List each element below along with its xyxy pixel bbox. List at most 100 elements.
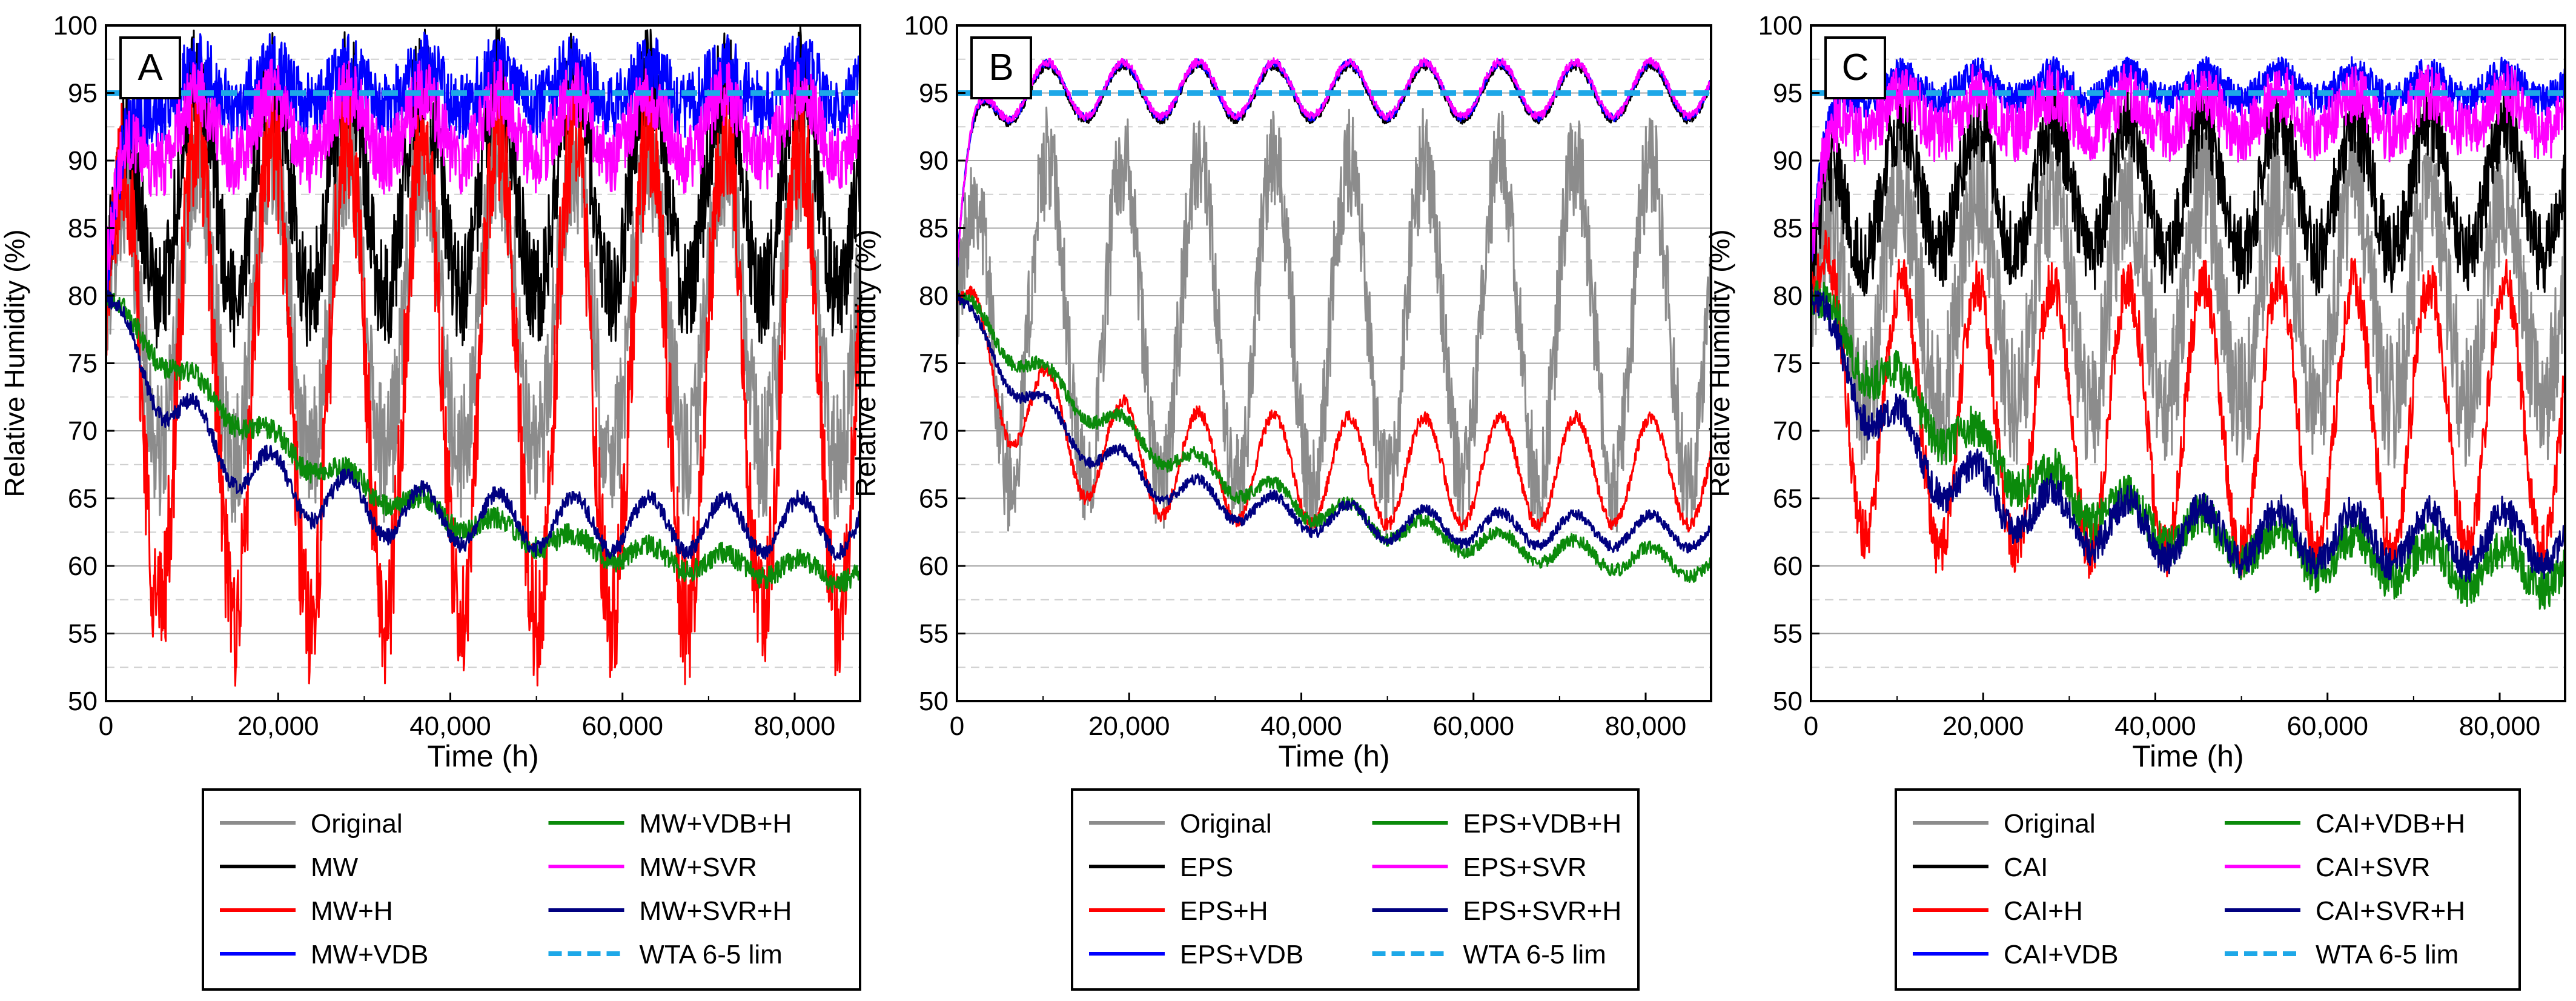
panel-label-text: A xyxy=(137,47,163,88)
x-tick-label: 20,000 xyxy=(237,711,319,741)
legend-label: CAI+SVR+H xyxy=(2316,896,2465,926)
series-line-h xyxy=(106,71,860,687)
series-line-h xyxy=(957,285,1711,533)
y-axis-label: Relative Humidity (%) xyxy=(1704,229,1735,497)
y-tick-label: 100 xyxy=(53,11,98,41)
series-group xyxy=(106,25,860,687)
legend-label: CAI+VDB xyxy=(2004,940,2119,969)
legend-label: MW xyxy=(311,853,359,882)
y-axis: 50 55 60 65 70 75 80 85 90 95 100 xyxy=(1758,11,1819,716)
panel-label-box xyxy=(119,36,181,99)
series-line-vdbh xyxy=(106,290,860,594)
x-axis-label: Time (h) xyxy=(1278,739,1389,773)
legend-label: CAI+SVR xyxy=(2316,853,2431,882)
y-tick-label: 90 xyxy=(919,146,949,176)
legend-label: WTA 6-5 lim xyxy=(2316,940,2458,969)
y-tick-label: 75 xyxy=(919,349,949,379)
y-tick-label: 90 xyxy=(1773,146,1803,176)
y-axis: 50 55 60 65 70 75 80 85 90 95 100 xyxy=(904,11,965,716)
x-tick-label: 20,000 xyxy=(1088,711,1170,741)
legend-label: Original xyxy=(2004,809,2096,839)
y-tick-label: 75 xyxy=(68,349,98,379)
y-axis-label: Relative Humidity (%) xyxy=(0,229,30,497)
y-tick-label: 85 xyxy=(919,214,949,244)
series-group xyxy=(1811,56,2565,610)
series-line-svr xyxy=(957,57,1711,272)
legend: Original CAI CAI+H CAI+VDB CAI+VDB+H CAI+SVR C… xyxy=(1895,788,2521,991)
legend: Original MW MW+H MW+VDB MW+VDB+H MW+SVR MW+SVR… xyxy=(202,788,861,991)
legend-box xyxy=(1895,788,2521,991)
legend-box xyxy=(202,788,861,991)
x-axis: 0 20,000 40,000 60,000 80,000 xyxy=(1804,693,2540,741)
y-tick-label: 95 xyxy=(919,79,949,108)
y-tick-label: 80 xyxy=(68,281,98,311)
panel-label: C xyxy=(1824,36,1886,99)
x-tick-label: 0 xyxy=(950,711,964,741)
y-tick-label: 50 xyxy=(919,687,949,716)
y-tick-label: 85 xyxy=(1773,214,1803,244)
y-tick-label: 80 xyxy=(919,281,949,311)
y-tick-label: 95 xyxy=(1773,79,1803,108)
legend-label: MW+H xyxy=(311,896,393,926)
legend-label: CAI+VDB+H xyxy=(2316,809,2465,839)
y-tick-label: 60 xyxy=(68,551,98,581)
x-axis: 0 20,000 40,000 60,000 80,000 xyxy=(950,693,1687,741)
series-group xyxy=(957,57,1711,583)
x-tick-label: 40,000 xyxy=(409,711,491,741)
panel-label: B xyxy=(970,36,1032,99)
x-tick-label: 80,000 xyxy=(754,711,836,741)
y-tick-label: 50 xyxy=(1773,687,1803,716)
y-tick-label: 80 xyxy=(1773,281,1803,311)
x-tick-label: 40,000 xyxy=(2114,711,2196,741)
series-line-vdbh xyxy=(957,290,1711,583)
gridlines xyxy=(957,58,1711,668)
chart-panel-a: 50 55 60 65 70 75 80 85 90 95 100 0 20,000 40,000 60,0… xyxy=(0,11,861,991)
y-tick-label: 85 xyxy=(68,214,98,244)
y-tick-label: 65 xyxy=(919,484,949,514)
y-tick-label: 60 xyxy=(919,551,949,581)
series-line-svrh xyxy=(1811,283,2565,582)
y-tick-label: 90 xyxy=(68,146,98,176)
x-tick-label: 40,000 xyxy=(1260,711,1342,741)
series-line-svr xyxy=(106,58,860,291)
x-axis-label: Time (h) xyxy=(2132,739,2243,773)
x-axis-label: Time (h) xyxy=(427,739,538,773)
series-line-base xyxy=(1811,80,2565,299)
legend-label: Original xyxy=(311,809,403,839)
legend-label: WTA 6-5 lim xyxy=(640,940,783,969)
legend-label: MW+VDB+H xyxy=(640,809,792,839)
y-axis: 50 55 60 65 70 75 80 85 90 95 100 xyxy=(53,11,114,716)
legend-label: EPS xyxy=(1180,853,1233,882)
y-tick-label: 70 xyxy=(919,416,949,446)
series-line-svr xyxy=(1811,63,2565,270)
legend-label: MW+VDB xyxy=(311,940,428,969)
legend-label: CAI xyxy=(2004,853,2048,882)
series-line-original xyxy=(957,106,1711,536)
legend-label: CAI+H xyxy=(2004,896,2083,926)
y-axis-label: Relative Humidity (%) xyxy=(850,229,881,497)
y-tick-label: 50 xyxy=(68,687,98,716)
y-tick-label: 60 xyxy=(1773,551,1803,581)
x-axis: 0 20,000 40,000 60,000 80,000 xyxy=(99,693,836,741)
legend-label: MW+SVR+H xyxy=(640,896,792,926)
x-tick-label: 80,000 xyxy=(1605,711,1687,741)
x-tick-label: 60,000 xyxy=(1432,711,1514,741)
y-tick-label: 65 xyxy=(1773,484,1803,514)
x-tick-label: 0 xyxy=(99,711,113,741)
series-line-h xyxy=(1811,230,2565,579)
legend: Original EPS EPS+H EPS+VDB EPS+VDB+H EPS+SVR E… xyxy=(1071,788,1640,991)
y-tick-label: 100 xyxy=(1758,11,1803,41)
legend-box xyxy=(1071,788,1640,991)
legend-label: EPS+SVR xyxy=(1463,853,1587,882)
y-tick-label: 70 xyxy=(68,416,98,446)
x-tick-label: 60,000 xyxy=(581,711,663,741)
y-tick-label: 55 xyxy=(1773,619,1803,649)
y-tick-label: 100 xyxy=(904,11,949,41)
series-line-svrh xyxy=(957,293,1711,554)
legend-label: Original xyxy=(1180,809,1272,839)
x-tick-label: 20,000 xyxy=(1942,711,2024,741)
series-line-svrh xyxy=(106,290,860,561)
panel-label-box xyxy=(1824,36,1886,99)
chart-panel-c: 50 55 60 65 70 75 80 85 90 95 100 0 20,000 40,000 60,0… xyxy=(1704,11,2566,991)
